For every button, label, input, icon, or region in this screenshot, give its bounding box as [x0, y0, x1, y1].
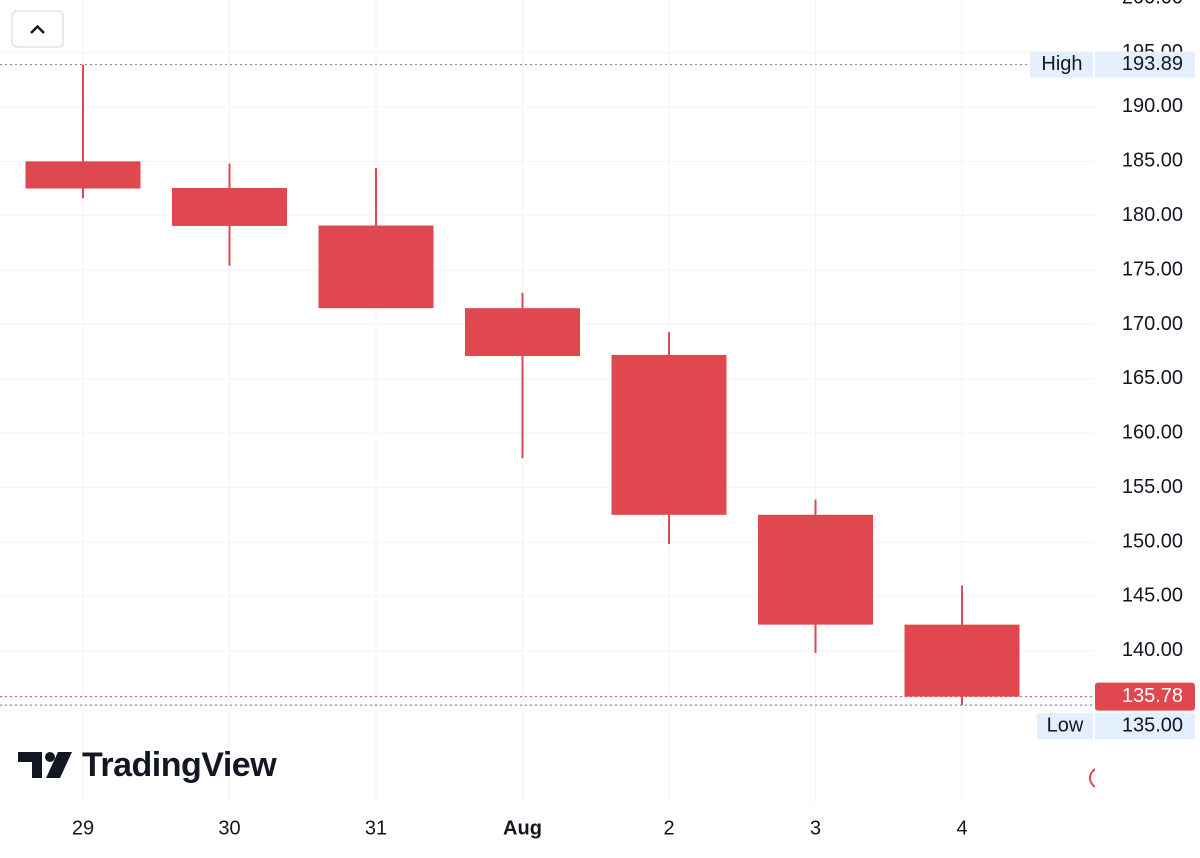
y-tick-label: 165.00 — [1122, 367, 1183, 389]
low-badge — [1095, 713, 1195, 740]
brand: TradingView — [82, 746, 277, 784]
x-tick-label: 29 — [72, 817, 94, 839]
y-tick-label: 150.00 — [1122, 530, 1183, 552]
x-tick-label: 4 — [956, 817, 967, 839]
candle-body — [25, 161, 141, 189]
x-tick-label: 30 — [218, 817, 240, 839]
high-name: High — [1041, 53, 1082, 75]
logo-icon — [46, 752, 72, 778]
button-frame — [11, 10, 64, 48]
candle-body — [172, 187, 287, 226]
y-tick-label: 140.00 — [1122, 639, 1183, 661]
x-tick-label: 31 — [365, 817, 387, 839]
x-tick-label: Aug — [503, 817, 542, 839]
x-tick-label: 3 — [810, 817, 821, 839]
y-tick-label: 170.00 — [1122, 313, 1183, 335]
last-price-value: 135.78 — [1122, 685, 1183, 707]
low-name: Low — [1047, 714, 1084, 736]
candle-body — [465, 308, 580, 357]
high-badge — [1030, 51, 1093, 78]
candle-body — [904, 624, 1020, 697]
y-tick-label: 185.00 — [1122, 150, 1183, 172]
y-tick-label: 160.00 — [1122, 422, 1183, 444]
high-badge — [1095, 51, 1195, 78]
last-price-badge — [1095, 682, 1195, 711]
candle-body — [758, 514, 873, 625]
y-tick-label: 145.00 — [1122, 585, 1183, 607]
x-tick-label: 2 — [663, 817, 674, 839]
low-value: 135.00 — [1122, 714, 1183, 736]
y-tick-label: 200.00 — [1122, 0, 1183, 8]
y-tick-label: 175.00 — [1122, 258, 1183, 280]
y-tick-label: 190.00 — [1122, 95, 1183, 117]
y-tick-label: 155.00 — [1122, 476, 1183, 498]
logo-icon — [18, 752, 42, 778]
y-tick-label: 180.00 — [1122, 204, 1183, 226]
chevron-icon — [30, 24, 45, 34]
collapse-button[interactable] — [11, 10, 64, 48]
candle-body — [611, 354, 727, 515]
high-value: 193.89 — [1122, 53, 1183, 75]
logo: TradingView — [18, 746, 278, 784]
logo-icon — [45, 752, 55, 762]
price-axis — [1095, 0, 1200, 853]
candle-body — [318, 225, 434, 309]
low-badge — [1037, 713, 1093, 740]
